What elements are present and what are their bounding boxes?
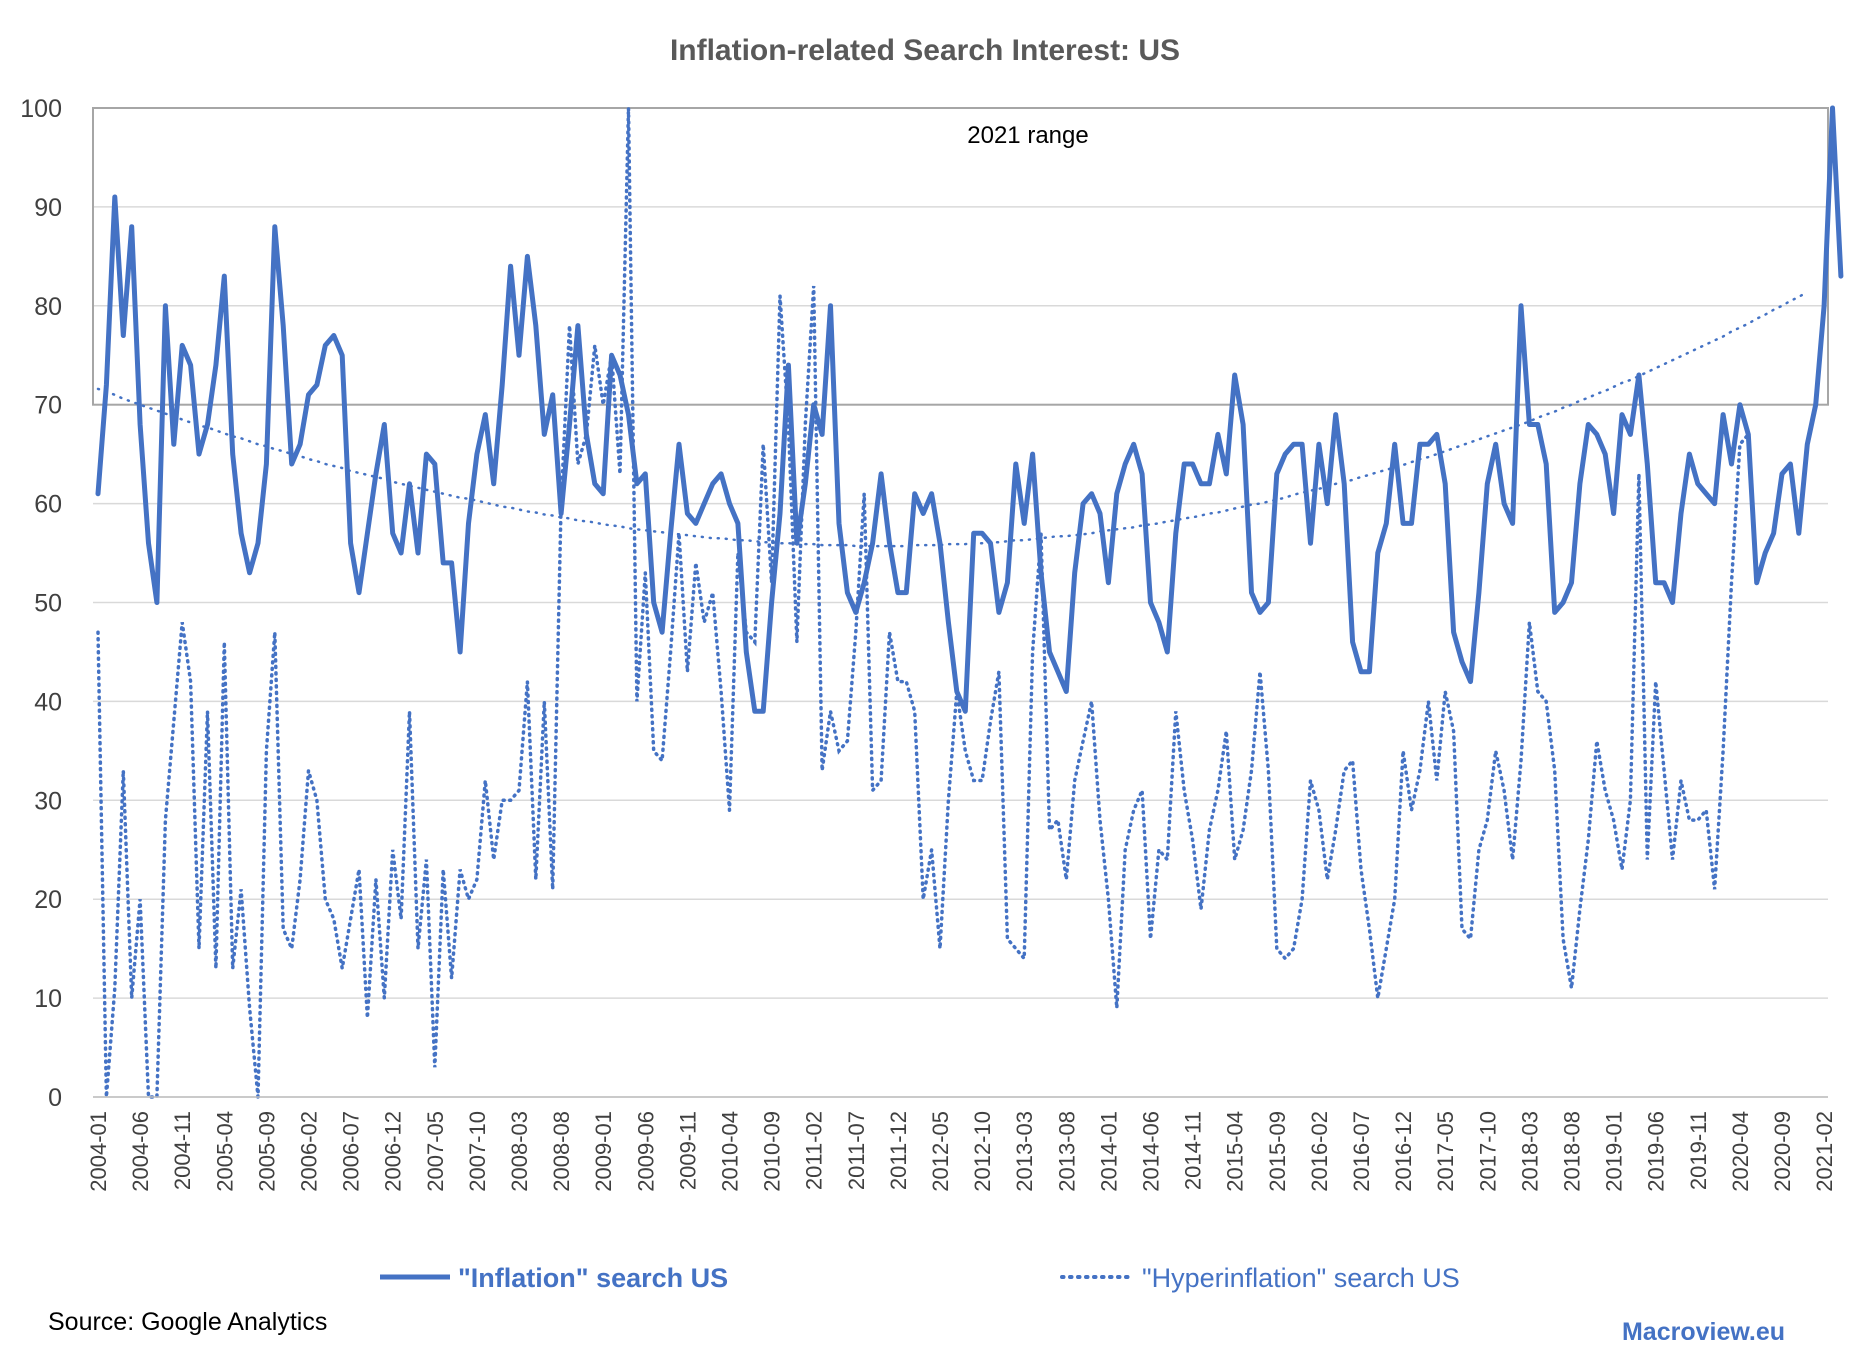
y-tick-label-40: 40 bbox=[34, 688, 62, 716]
gridlines bbox=[93, 107, 1828, 1098]
x-tick-label-2007-05: 2007-05 bbox=[423, 1111, 448, 1192]
x-tick-label-2018-03: 2018-03 bbox=[1517, 1111, 1542, 1192]
legend-label-inflation: "Inflation" search US bbox=[458, 1263, 728, 1293]
x-tick-label-2018-08: 2018-08 bbox=[1560, 1111, 1585, 1192]
y-tick-label-100: 100 bbox=[20, 95, 62, 123]
x-tick-label-2020-04: 2020-04 bbox=[1728, 1111, 1753, 1192]
x-tick-label-2014-06: 2014-06 bbox=[1139, 1111, 1164, 1192]
x-tick-label-2009-11: 2009-11 bbox=[675, 1111, 700, 1190]
y-axis-tick-labels: 0 10 20 30 40 50 60 70 80 90 100 bbox=[20, 95, 62, 1112]
x-tick-label-2014-11: 2014-11 bbox=[1181, 1111, 1206, 1190]
y-tick-label-90: 90 bbox=[34, 194, 62, 222]
x-tick-label-2006-12: 2006-12 bbox=[381, 1111, 406, 1192]
legend: "Inflation" search US "Hyperinflation" s… bbox=[380, 1263, 1460, 1293]
x-tick-label-2016-07: 2016-07 bbox=[1349, 1111, 1374, 1192]
x-tick-label-2006-02: 2006-02 bbox=[297, 1111, 322, 1192]
x-tick-label-2009-01: 2009-01 bbox=[591, 1111, 616, 1192]
x-tick-label-2011-12: 2011-12 bbox=[886, 1111, 911, 1190]
y-tick-label-20: 20 bbox=[34, 886, 62, 914]
series-line-inflation bbox=[95, 105, 1844, 714]
x-tick-label-2017-10: 2017-10 bbox=[1475, 1111, 1500, 1192]
x-tick-label-2010-04: 2010-04 bbox=[718, 1111, 743, 1192]
x-tick-label-2006-07: 2006-07 bbox=[339, 1111, 364, 1192]
x-tick-label-2016-12: 2016-12 bbox=[1391, 1111, 1416, 1192]
x-tick-label-2020-09: 2020-09 bbox=[1770, 1111, 1795, 1192]
x-axis-tick-labels: 2004-01 2004-06 2004-11 2005-04 2005-09 2006-… bbox=[86, 1111, 1837, 1192]
source-note: Source: Google Analytics bbox=[48, 1308, 327, 1336]
x-tick-label-2009-06: 2009-06 bbox=[633, 1111, 658, 1192]
y-tick-label-50: 50 bbox=[34, 590, 62, 618]
x-tick-label-2014-01: 2014-01 bbox=[1096, 1111, 1121, 1192]
x-tick-label-2019-06: 2019-06 bbox=[1644, 1111, 1669, 1192]
y-tick-label-60: 60 bbox=[34, 491, 62, 519]
annotation-box-rect bbox=[92, 107, 1829, 406]
annotation-2021-range: 2021 range bbox=[92, 107, 1829, 406]
x-tick-label-2021-02: 2021-02 bbox=[1812, 1111, 1837, 1192]
x-tick-label-2013-08: 2013-08 bbox=[1054, 1111, 1079, 1192]
y-tick-label-10: 10 bbox=[34, 985, 62, 1013]
chart-title: Inflation-related Search Interest: US bbox=[670, 34, 1180, 67]
x-tick-label-2005-09: 2005-09 bbox=[254, 1111, 279, 1192]
x-tick-label-2013-03: 2013-03 bbox=[1012, 1111, 1037, 1192]
x-tick-label-2005-04: 2005-04 bbox=[212, 1111, 237, 1192]
legend-label-hyperinflation: "Hyperinflation" search US bbox=[1142, 1263, 1460, 1293]
x-tick-label-2015-04: 2015-04 bbox=[1223, 1111, 1248, 1192]
x-tick-label-2011-02: 2011-02 bbox=[802, 1111, 827, 1190]
x-tick-label-2019-01: 2019-01 bbox=[1602, 1111, 1627, 1192]
x-tick-label-2004-11: 2004-11 bbox=[170, 1111, 195, 1190]
x-tick-label-2007-10: 2007-10 bbox=[465, 1111, 490, 1192]
x-tick-label-2004-06: 2004-06 bbox=[128, 1111, 153, 1192]
y-tick-label-70: 70 bbox=[34, 392, 62, 420]
y-tick-label-30: 30 bbox=[34, 787, 62, 815]
x-tick-label-2012-05: 2012-05 bbox=[928, 1111, 953, 1192]
x-tick-label-2016-02: 2016-02 bbox=[1307, 1111, 1332, 1192]
y-tick-label-80: 80 bbox=[34, 293, 62, 321]
x-tick-label-2004-01: 2004-01 bbox=[86, 1111, 111, 1192]
annotation-label: 2021 range bbox=[967, 122, 1088, 149]
x-tick-label-2008-03: 2008-03 bbox=[507, 1111, 532, 1192]
x-tick-label-2011-07: 2011-07 bbox=[844, 1111, 869, 1190]
x-tick-label-2008-08: 2008-08 bbox=[549, 1111, 574, 1192]
y-tick-label-0: 0 bbox=[48, 1084, 62, 1112]
brand-label: Macroview.eu bbox=[1622, 1318, 1785, 1346]
x-tick-label-2019-11: 2019-11 bbox=[1686, 1111, 1711, 1190]
x-tick-label-2015-09: 2015-09 bbox=[1265, 1111, 1290, 1192]
x-tick-label-2010-09: 2010-09 bbox=[760, 1111, 785, 1192]
x-tick-label-2017-05: 2017-05 bbox=[1433, 1111, 1458, 1192]
series-line-hyperinflation bbox=[96, 107, 1751, 1099]
series-layer bbox=[95, 105, 1844, 1099]
x-tick-label-2012-10: 2012-10 bbox=[970, 1111, 995, 1192]
